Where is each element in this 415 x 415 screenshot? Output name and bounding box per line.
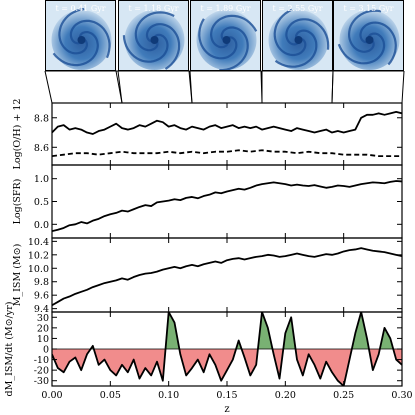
x-axis-label: z: [224, 404, 229, 415]
thumbnail-time-label: t = 1.18 Gyr: [128, 4, 179, 13]
x-tick-label: 0.25: [333, 390, 354, 401]
x-tick-label: 0.20: [275, 390, 296, 401]
x-tick-label: 0.00: [41, 390, 62, 401]
series-line-1: [52, 110, 402, 135]
thumbnail-time-label: t = 2.55 Gyr: [272, 4, 323, 13]
y-axis-label: Log(SFR): [12, 179, 23, 225]
chart-panel-1: 8.6 8.8 Log(O/H) + 12: [12, 99, 403, 170]
galaxy-thumbnail: t = 1.18 Gyr: [118, 0, 189, 71]
y-tick-label: 0.5: [34, 197, 49, 208]
series-line-1: [52, 247, 402, 307]
y-tick-label: 20: [37, 323, 49, 334]
x-tick-label: 0.30: [391, 390, 412, 401]
y-tick-label: -30: [34, 376, 49, 387]
galaxy-image: [191, 1, 260, 70]
y-tick-label: 10.2: [28, 250, 49, 261]
y-axis-label: Log(O/H) + 12: [12, 99, 23, 170]
galaxy-image: [263, 1, 332, 70]
galaxy-image: [334, 1, 403, 70]
galaxy-thumbnail: t = 2.55 Gyr: [262, 0, 333, 71]
y-tick-label: 1.0: [34, 174, 49, 185]
y-tick-label: 10.4: [28, 237, 49, 248]
y-tick-label: 10: [37, 334, 49, 345]
y-tick-label: 9.4: [34, 304, 49, 315]
series-line-1: [52, 312, 402, 386]
chart-panel-2: 0.0 0.5 1.0 Log(SFR): [12, 164, 403, 239]
series-line-1: [52, 180, 402, 233]
thumbnail-time-label: t = 0.41 Gyr: [55, 4, 106, 13]
plot-frame: [51, 102, 403, 166]
chart-panel-3: 9.4 9.6 9.8 10.0 10.2 10.4 M_ISM (M⊙): [12, 237, 403, 315]
thumbnail-time-label: t = 3.15 Gyr: [343, 4, 394, 13]
y-axis-label: dM_ISM/dt (M⊙/yr): [4, 302, 15, 397]
y-axis-label: M_ISM (M⊙): [12, 244, 23, 307]
x-tick-label: 0.15: [216, 390, 237, 401]
y-tick-label: 8.8: [34, 113, 49, 124]
series-line-2: [52, 149, 402, 158]
plot-frame: [51, 237, 403, 313]
y-tick-label: 30: [37, 313, 49, 324]
galaxy-image: [119, 1, 188, 70]
x-tick-label: 0.05: [100, 390, 121, 401]
y-tick-label: 0.0: [34, 220, 49, 231]
y-tick-label: -10: [34, 355, 49, 366]
connector-line: [117, 70, 123, 104]
y-tick-label: 9.6: [34, 291, 49, 302]
y-tick-label: -20: [34, 366, 49, 377]
x-tick-label: 0.10: [158, 390, 179, 401]
thumbnail-time-label: t = 1.89 Gyr: [200, 4, 251, 13]
galaxy-image: [46, 1, 115, 70]
thumbnail-connectors: [44, 70, 405, 104]
plot-frame: [51, 164, 403, 239]
y-tick-label: 8.6: [34, 143, 49, 154]
y-tick-label: 10.0: [28, 264, 49, 275]
connector-line: [401, 70, 405, 104]
inflow-fill: [52, 312, 402, 349]
y-tick-label: 0: [43, 345, 49, 356]
connector-line: [189, 70, 193, 104]
connector-line: [331, 70, 334, 104]
galaxy-thumbnail: t = 0.41 Gyr: [45, 0, 116, 71]
connector-line: [44, 70, 53, 104]
y-tick-label: 9.8: [34, 277, 49, 288]
